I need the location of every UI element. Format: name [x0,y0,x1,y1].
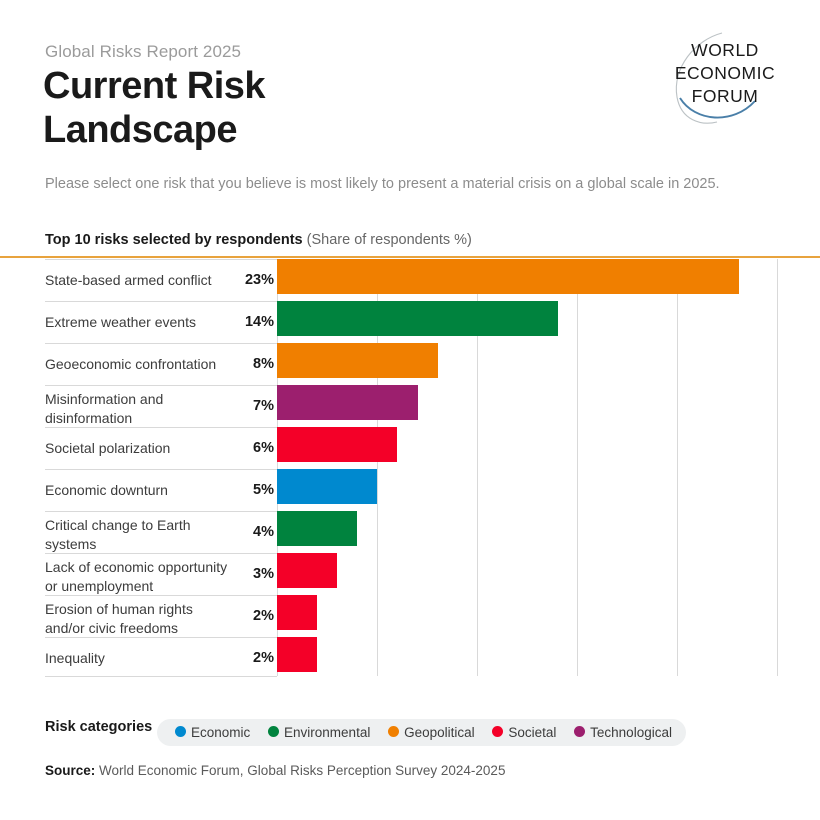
svg-text:ECONOMIC: ECONOMIC [675,63,775,83]
svg-text:FORUM: FORUM [692,86,759,106]
svg-text:WORLD: WORLD [691,40,759,60]
